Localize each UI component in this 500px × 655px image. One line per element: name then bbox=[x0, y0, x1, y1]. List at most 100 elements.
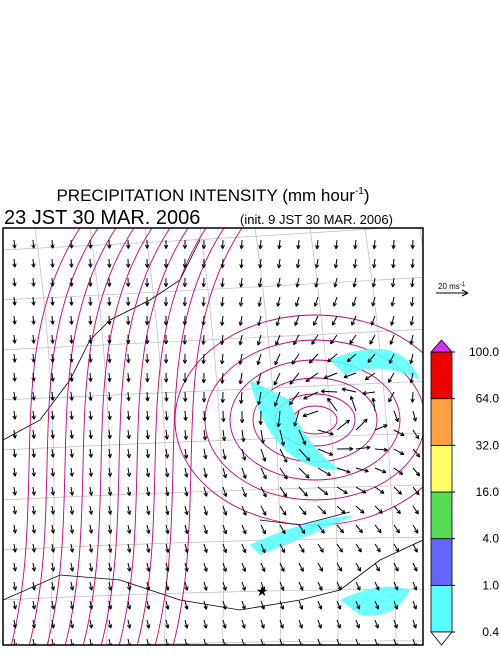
wind-arrow bbox=[50, 296, 55, 306]
wind-arrow bbox=[163, 277, 169, 288]
wind-arrow bbox=[298, 543, 305, 553]
wind-arrow bbox=[31, 315, 36, 325]
reference-label: 20 ms-1 bbox=[438, 282, 466, 291]
wind-arrow bbox=[69, 258, 74, 268]
wind-arrow bbox=[390, 277, 396, 288]
wind-arrow bbox=[126, 239, 131, 249]
grid-line bbox=[364, 228, 397, 645]
wind-arrow bbox=[88, 391, 93, 401]
wind-arrow bbox=[88, 600, 94, 610]
wind-arrow bbox=[146, 524, 151, 534]
wind-arrow bbox=[298, 429, 307, 445]
title-text: PRECIPITATION INTENSITY (mm hour bbox=[56, 186, 355, 205]
wind-arrow bbox=[393, 619, 398, 629]
wind-arrow bbox=[107, 467, 113, 477]
wind-arrow bbox=[31, 391, 36, 401]
wind-arrow bbox=[260, 543, 266, 554]
wind-arrow bbox=[12, 258, 17, 268]
wind-arrow bbox=[12, 581, 18, 591]
coastline bbox=[3, 239, 423, 611]
wind-arrow bbox=[391, 239, 396, 250]
wind-arrow bbox=[88, 410, 93, 420]
wind-arrow bbox=[50, 448, 55, 458]
wind-arrow bbox=[88, 581, 94, 591]
wind-arrow bbox=[314, 277, 319, 288]
wind-arrow bbox=[201, 391, 207, 403]
wind-arrow bbox=[279, 486, 288, 498]
wind-arrow bbox=[222, 600, 227, 610]
wind-arrow bbox=[393, 429, 405, 437]
wind-arrow bbox=[372, 258, 377, 269]
wind-arrow bbox=[31, 543, 37, 553]
wind-arrow bbox=[317, 562, 324, 572]
wind-arrow bbox=[260, 429, 265, 444]
wind-arrow bbox=[352, 277, 357, 288]
wind-arrow bbox=[349, 334, 357, 345]
wind-arrow bbox=[220, 372, 225, 384]
wind-arrow bbox=[88, 429, 93, 439]
wind-arrow bbox=[412, 524, 419, 534]
wind-arrow bbox=[257, 296, 262, 307]
wind-arrow bbox=[412, 486, 420, 496]
wind-arrow bbox=[393, 543, 400, 553]
wind-arrow bbox=[165, 581, 170, 591]
wind-arrow bbox=[203, 619, 208, 629]
wind-arrow bbox=[374, 467, 387, 474]
wind-arrow bbox=[203, 581, 208, 591]
wind-arrow bbox=[50, 600, 56, 610]
wind-arrow bbox=[126, 505, 132, 515]
wind-arrow bbox=[349, 395, 357, 412]
wind-arrow bbox=[183, 429, 188, 440]
wind-arrow bbox=[182, 296, 188, 307]
wind-arrow bbox=[50, 391, 55, 401]
wind-arrow bbox=[165, 562, 170, 572]
wind-arrow bbox=[183, 410, 188, 421]
wind-arrow bbox=[336, 419, 350, 431]
wind-arrow bbox=[317, 543, 324, 553]
wind-arrow bbox=[241, 467, 247, 479]
wind-arrow bbox=[203, 486, 208, 497]
wind-arrow bbox=[88, 334, 93, 344]
wind-arrow bbox=[393, 600, 399, 610]
wind-arrow bbox=[279, 448, 288, 463]
wind-arrow bbox=[241, 562, 247, 572]
wind-arrow bbox=[336, 619, 341, 629]
grid-line bbox=[3, 380, 423, 401]
wind-arrow bbox=[374, 638, 379, 645]
wind-arrow bbox=[336, 638, 341, 645]
wind-arrow bbox=[12, 524, 17, 534]
wind-arrow bbox=[393, 524, 400, 534]
wind-arrow bbox=[374, 619, 379, 629]
wind-arrow bbox=[184, 467, 189, 478]
wind-arrow bbox=[343, 372, 357, 379]
wind-arrow bbox=[184, 505, 189, 516]
wind-arrow bbox=[279, 543, 286, 554]
wind-arrow bbox=[367, 353, 376, 363]
wind-arrow bbox=[201, 239, 207, 249]
wind-arrow bbox=[12, 543, 17, 553]
wind-arrow bbox=[107, 277, 112, 287]
wind-arrow bbox=[355, 505, 365, 514]
wind-arrow bbox=[69, 296, 74, 306]
wind-arrow bbox=[388, 353, 395, 364]
wind-arrow bbox=[50, 334, 55, 344]
wind-arrow bbox=[355, 638, 360, 645]
wind-arrow bbox=[279, 467, 288, 480]
wind-arrow bbox=[222, 581, 227, 591]
wind-arrow bbox=[260, 581, 266, 591]
wind-arrow bbox=[222, 562, 227, 572]
wind-arrow bbox=[146, 619, 151, 629]
wind-arrow bbox=[88, 372, 93, 382]
wind-arrow bbox=[222, 619, 227, 629]
isobar bbox=[28, 228, 99, 645]
wind-arrow bbox=[50, 372, 55, 382]
wind-arrow bbox=[374, 581, 380, 591]
wind-arrow bbox=[165, 524, 170, 535]
wind-arrow bbox=[294, 315, 300, 326]
wind-arrow bbox=[12, 353, 17, 363]
wind-arrow bbox=[165, 638, 170, 645]
wind-arrow bbox=[351, 315, 357, 326]
wind-arrow bbox=[388, 391, 395, 403]
wind-arrow bbox=[165, 543, 170, 553]
wind-arrow bbox=[355, 581, 361, 591]
